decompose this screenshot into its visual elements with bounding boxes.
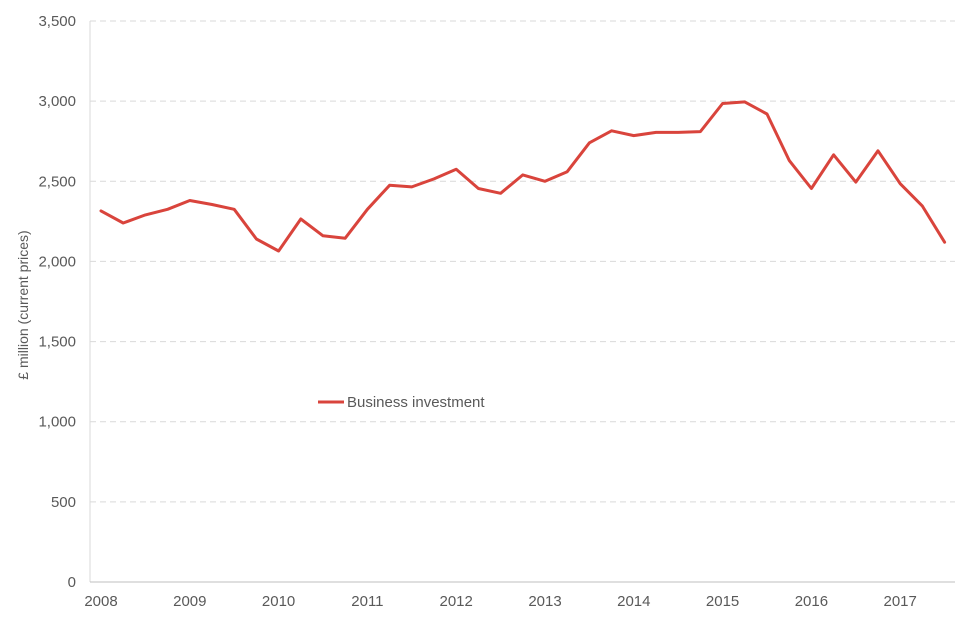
gridlines — [90, 20, 955, 503]
y-axis-label: £ million (current prices) — [15, 230, 31, 379]
x-tick-labels: 2008 2009 2010 2011 2012 2013 2014 2015 2016 2017 — [84, 593, 917, 610]
series-layer — [99, 100, 947, 253]
x-tick-label: 2013 — [528, 593, 561, 610]
y-tick-label: 1,500 — [38, 334, 76, 351]
y-tick-label: 3,000 — [38, 93, 76, 110]
y-tick-label: 1,000 — [38, 414, 76, 431]
y-tick-label: 500 — [51, 494, 76, 511]
series-line — [99, 100, 947, 253]
x-tick-label: 2016 — [795, 593, 828, 610]
x-tick-label: 2008 — [84, 593, 117, 610]
y-tick-label: 2,000 — [38, 253, 76, 270]
x-tick-label: 2011 — [351, 593, 383, 610]
y-tick-label: 3,500 — [38, 13, 76, 30]
legend-label: Business investment — [347, 394, 485, 411]
axes — [89, 21, 955, 583]
legend: Business investment — [318, 394, 485, 411]
x-tick-label: 2015 — [706, 593, 739, 610]
x-tick-label: 2012 — [440, 593, 473, 610]
x-tick-label: 2010 — [262, 593, 295, 610]
y-tick-label: 0 — [68, 574, 76, 591]
y-tick-label: 2,500 — [38, 173, 76, 190]
x-tick-label: 2017 — [884, 593, 917, 610]
x-tick-label: 2009 — [173, 593, 206, 610]
x-tick-label: 2014 — [617, 593, 650, 610]
y-tick-labels: 0 500 1,000 1,500 2,000 2,500 3,000 3,500 — [38, 13, 76, 591]
